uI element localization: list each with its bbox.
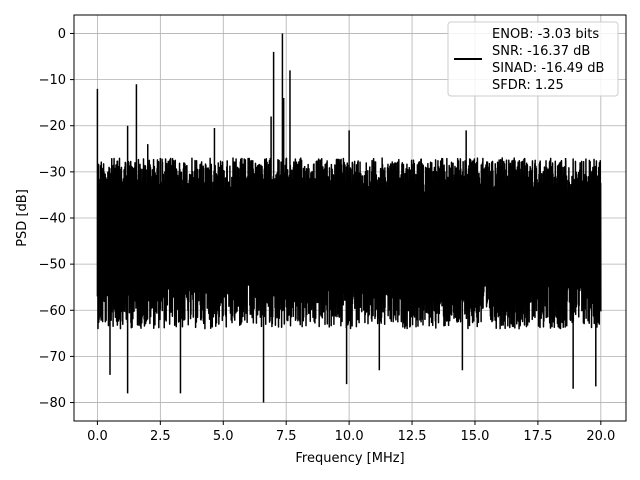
y-tick-label: 0 (58, 27, 66, 42)
x-axis-title: Frequency [MHz] (295, 451, 404, 466)
y-tick-label: −60 (39, 304, 66, 319)
x-tick-label: 10.0 (335, 429, 364, 444)
x-tick-label: 20.0 (586, 429, 615, 444)
x-tick-label: 15.0 (460, 429, 489, 444)
legend-sinad: SINAD: -16.49 dB (492, 61, 604, 76)
x-tick-label: 2.5 (150, 429, 171, 444)
x-tick-label: 7.5 (276, 429, 297, 444)
y-tick-label: −40 (39, 212, 66, 227)
y-axis-ticks: 0 −10 −20 −30 −40 −50 −60 −70 −80 (39, 27, 74, 411)
legend: ENOB: -3.03 bits SNR: -16.37 dB SINAD: -… (447, 21, 619, 97)
x-tick-label: 17.5 (523, 429, 552, 444)
x-tick-label: 5.0 (213, 429, 234, 444)
legend-snr: SNR: -16.37 dB (492, 44, 590, 59)
plot-area (96, 33, 602, 403)
y-tick-label: −80 (39, 396, 66, 411)
y-tick-label: −10 (39, 73, 66, 88)
legend-sfdr: SFDR: 1.25 (492, 78, 564, 93)
legend-enob: ENOB: -3.03 bits (492, 27, 599, 42)
psd-series-line (96, 33, 602, 403)
y-tick-label: −30 (39, 165, 66, 180)
legend-box (447, 21, 619, 97)
x-tick-label: 0.0 (87, 429, 108, 444)
y-tick-label: −70 (39, 350, 66, 365)
y-tick-label: −20 (39, 119, 66, 134)
x-tick-label: 12.5 (398, 429, 427, 444)
y-axis-title: PSD [dB] (15, 189, 30, 247)
y-tick-label: −50 (39, 258, 66, 273)
x-axis-ticks: 0.0 2.5 5.0 7.5 10.0 12.5 15.0 17.5 20.0 (87, 421, 615, 444)
